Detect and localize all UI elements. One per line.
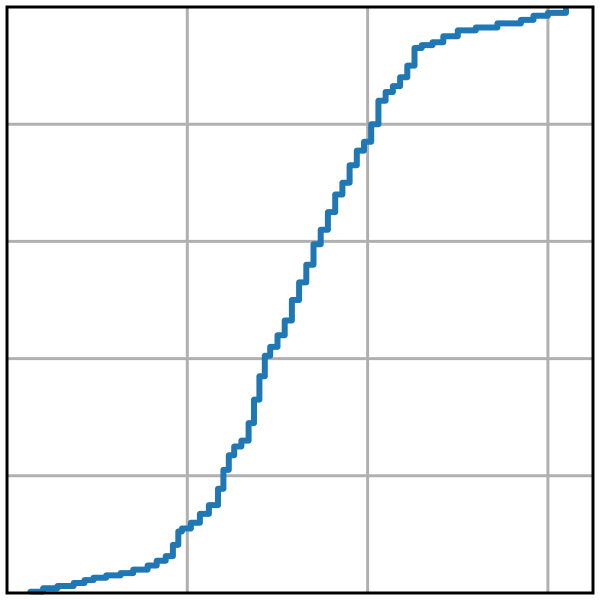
grid [7, 7, 593, 593]
plot-frame [5, 5, 595, 595]
series-line-1 [27, 6, 569, 595]
series-layer [27, 6, 569, 595]
